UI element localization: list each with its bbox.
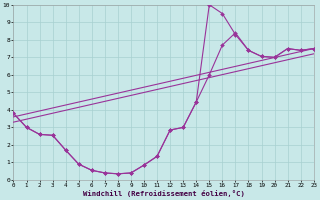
X-axis label: Windchill (Refroidissement éolien,°C): Windchill (Refroidissement éolien,°C) [83,190,244,197]
